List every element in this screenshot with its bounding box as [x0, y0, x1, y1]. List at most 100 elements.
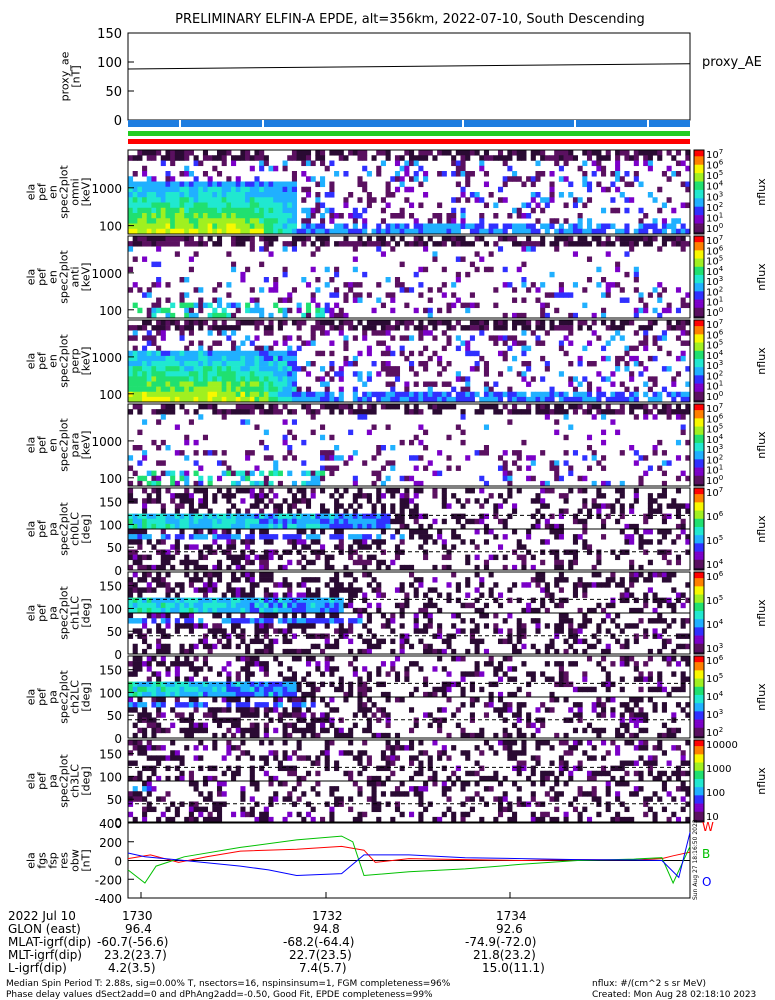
spectrogram-cell: [156, 386, 162, 393]
spectrogram-cell: [399, 282, 405, 288]
spectrogram-cell: [507, 165, 513, 172]
colorbar-segment: [694, 459, 704, 462]
spectrogram-cell: [315, 246, 321, 252]
spectrogram-cell: [385, 181, 391, 188]
spectrogram-cell: [216, 607, 223, 614]
spectrogram-cell: [170, 192, 176, 198]
spectrogram-cell: [226, 218, 232, 224]
colorbar-segment: [694, 414, 704, 417]
spectrogram-cell: [488, 592, 494, 598]
spectrogram-cell: [521, 181, 527, 188]
spectrogram-cell: [320, 503, 326, 509]
spectrogram-cell: [259, 559, 265, 566]
spectrogram-cell: [165, 488, 171, 494]
spectrogram-cell: [221, 218, 227, 224]
spectrogram-cell: [273, 613, 279, 619]
spectrogram-cell: [376, 297, 382, 303]
spectrogram-cell: [310, 176, 316, 182]
spectrogram-cell: [479, 488, 485, 494]
spectrogram-cell: [596, 236, 602, 242]
spectrogram-cell: [202, 386, 209, 393]
spectrogram-cell: [399, 493, 405, 499]
spectrogram-cell: [441, 404, 447, 410]
spectrogram-cell: [226, 508, 232, 514]
spectrogram-cell: [310, 618, 316, 624]
spectrogram-cell: [259, 488, 265, 494]
spectrogram-cell: [320, 320, 326, 326]
spectrogram-cell: [385, 223, 391, 230]
spectrogram-cell: [493, 628, 499, 634]
spectrogram-cell: [619, 529, 625, 535]
spectrogram-cell: [399, 513, 405, 520]
spectrogram-cell: [235, 564, 241, 571]
spectrogram-cell: [497, 409, 504, 415]
spectrogram-cell: [165, 559, 171, 566]
spectrogram-cell: [216, 181, 223, 188]
spectrogram-cell: [184, 648, 190, 655]
spectrogram-cell: [240, 271, 246, 278]
spectrogram-cell: [451, 223, 457, 230]
spectrogram-cell: [329, 493, 335, 499]
spectrogram-cell: [249, 355, 255, 362]
spectrogram-cell: [647, 559, 653, 566]
spectrogram-cell: [296, 529, 302, 535]
spectrogram-cell: [601, 391, 607, 398]
spectrogram-cell: [348, 404, 354, 410]
spectrogram-cell: [170, 544, 176, 550]
spectrogram-cell: [380, 366, 386, 372]
spectrogram-cell: [624, 223, 630, 230]
spectrogram-cell: [671, 602, 677, 609]
spectrogram-cell: [409, 409, 415, 415]
spectrogram-cell: [268, 345, 274, 352]
spectrogram-cell: [371, 330, 377, 336]
spectrogram-cell: [427, 534, 433, 540]
spectrogram-cell: [493, 302, 499, 309]
spectrogram-cell: [502, 282, 508, 288]
spectrogram-cell: [671, 207, 677, 214]
colorbar-segment: [694, 541, 704, 544]
spectrogram-cell: [521, 340, 527, 346]
spectrogram-cell: [540, 302, 546, 309]
spectrogram-cell: [165, 513, 171, 520]
spectrogram-cell: [198, 623, 204, 629]
spectrogram-cell: [549, 181, 555, 188]
spectrogram-cell: [385, 228, 391, 235]
spectrogram-cell: [394, 228, 401, 235]
spectrogram-cell: [235, 409, 241, 415]
spectrogram-cell: [558, 618, 564, 624]
spectrogram-cell: [507, 366, 513, 372]
spectrogram-cell: [572, 648, 578, 655]
spectrogram-cell: [605, 404, 611, 410]
spectrogram-cell: [184, 345, 190, 352]
spectrogram-cell: [212, 223, 218, 230]
spectrogram-cell: [657, 150, 663, 156]
spectrogram-cell: [530, 192, 536, 198]
spectrogram-cell: [291, 544, 297, 550]
spectrogram-cell: [643, 409, 649, 415]
spectrogram-cell: [273, 302, 279, 309]
spectrogram-cell: [156, 409, 162, 415]
spectrogram-cell: [305, 150, 312, 156]
spectrogram-cell: [184, 171, 190, 177]
spectrogram-cell: [184, 409, 190, 415]
spectrogram-cell: [216, 376, 223, 382]
spectrogram-cell: [615, 236, 621, 242]
spectrogram-cell: [245, 404, 251, 410]
spectrogram-cell: [521, 213, 527, 219]
spectrogram-cell: [582, 287, 588, 293]
spectrogram-cell: [216, 171, 223, 177]
colorbar-segment: [694, 158, 704, 161]
spectrogram-cell: [128, 371, 134, 377]
spectrogram-cell: [586, 223, 593, 230]
spectrogram-cell: [287, 503, 293, 509]
spectrogram-cell: [249, 493, 255, 499]
spectrogram-cell: [254, 396, 260, 403]
spectrogram-cell: [268, 165, 274, 172]
spectrogram-cell: [142, 181, 148, 188]
spectrogram-cell: [170, 396, 176, 403]
spectrogram-cell: [652, 628, 658, 634]
spectrogram-cell: [128, 498, 134, 504]
spectrogram-cell: [685, 439, 691, 446]
spectrogram-cell: [174, 539, 180, 545]
spectrogram-cell: [558, 404, 564, 410]
